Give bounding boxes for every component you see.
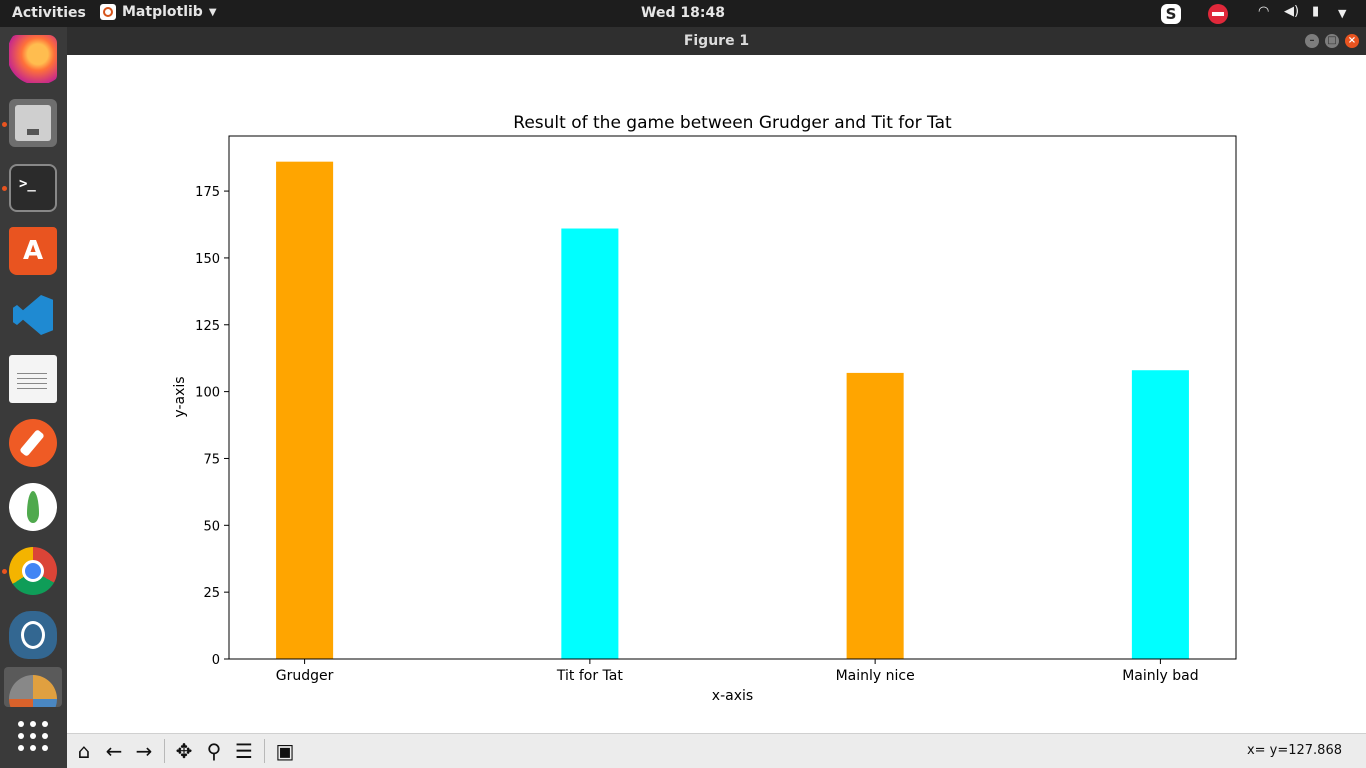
battery-icon[interactable]: ▮ xyxy=(1312,4,1320,19)
matplotlib-app-icon xyxy=(100,4,116,20)
pgadmin-icon[interactable] xyxy=(9,611,57,659)
files-icon[interactable] xyxy=(9,99,57,147)
y-tick-label: 175 xyxy=(195,185,220,200)
dock xyxy=(0,27,67,768)
x-tick-label: Mainly nice xyxy=(836,668,915,684)
axes-frame xyxy=(228,135,1237,660)
bar-grudger xyxy=(276,161,334,659)
show-applications-icon[interactable] xyxy=(17,720,49,752)
configure-subplots-icon[interactable]: ☰ xyxy=(235,739,253,763)
forward-icon[interactable]: → xyxy=(135,739,153,763)
x-axis-label: x-axis xyxy=(712,688,753,704)
minimize-icon[interactable]: – xyxy=(1305,34,1319,48)
bar-tit-for-tat xyxy=(561,228,619,659)
pan-icon[interactable]: ✥ xyxy=(175,739,193,763)
bar-chart[interactable]: 0 25 50 75 100 125 150 175 Grudger Tit for Tat Ma… xyxy=(67,55,1366,733)
bar-mainly-nice xyxy=(846,372,904,659)
title-bar[interactable]: Figure 1 – □ × xyxy=(67,27,1366,55)
y-tick-label: 50 xyxy=(203,519,220,534)
chevron-down-icon[interactable]: ▼ xyxy=(1338,7,1347,20)
mongodb-icon[interactable] xyxy=(9,483,57,531)
y-tick-label: 125 xyxy=(195,319,220,334)
matplotlib-dock-icon[interactable] xyxy=(4,667,62,707)
app-menu[interactable]: Matplotlib ▼ xyxy=(100,4,217,20)
vscode-icon[interactable] xyxy=(9,291,57,339)
activities-button[interactable]: Activities xyxy=(12,5,86,21)
toolbar-separator xyxy=(164,739,165,763)
wifi-icon[interactable]: ◠ xyxy=(1258,4,1270,19)
zoom-icon[interactable]: ⚲ xyxy=(206,739,222,763)
y-tick-label: 0 xyxy=(212,653,220,668)
skype-icon[interactable]: S xyxy=(1161,4,1181,24)
back-icon[interactable]: ← xyxy=(105,739,123,763)
chevron-down-icon: ▼ xyxy=(208,6,217,18)
window-title: Figure 1 xyxy=(683,33,750,49)
chrome-icon[interactable] xyxy=(9,547,57,595)
x-tick-label: Mainly bad xyxy=(1122,668,1198,684)
x-tick-label: Grudger xyxy=(276,668,334,684)
bar-mainly-bad xyxy=(1131,370,1189,659)
navigation-toolbar: ⌂ ← → ✥ ⚲ ☰ ▣ x= y=127.868 xyxy=(67,733,1366,768)
terminal-icon[interactable] xyxy=(9,164,57,212)
plot-canvas[interactable]: 0 25 50 75 100 125 150 175 Grudger Tit for Tat Ma… xyxy=(67,55,1366,733)
save-icon[interactable]: ▣ xyxy=(275,739,295,763)
chart-title: Result of the game between Grudger and T… xyxy=(513,113,952,133)
firefox-icon[interactable] xyxy=(9,35,57,83)
app-menu-label: Matplotlib xyxy=(122,4,203,20)
y-axis-label: y-axis xyxy=(172,376,188,417)
close-icon[interactable]: × xyxy=(1345,34,1359,48)
text-editor-icon[interactable] xyxy=(9,355,57,403)
maximize-icon[interactable]: □ xyxy=(1325,34,1339,48)
running-indicator xyxy=(2,122,7,127)
cursor-coordinates: x= y=127.868 xyxy=(1246,743,1342,758)
do-not-disturb-icon[interactable] xyxy=(1208,4,1228,24)
x-tick-label: Tit for Tat xyxy=(556,668,623,684)
y-tick-label: 100 xyxy=(195,386,220,401)
home-icon[interactable]: ⌂ xyxy=(77,739,91,763)
software-center-icon[interactable] xyxy=(9,227,57,275)
top-bar: Activities Matplotlib ▼ Wed 18:48 S ◠ ◀)… xyxy=(0,0,1366,27)
volume-icon[interactable]: ◀) xyxy=(1284,4,1300,19)
y-tick-label: 25 xyxy=(203,586,220,601)
figure-window: Figure 1 – □ × 0 25 50 75 100 125 150 175 Grudg… xyxy=(67,27,1366,768)
running-indicator xyxy=(2,569,7,574)
toolbar-separator xyxy=(264,739,265,763)
running-indicator xyxy=(2,186,7,191)
y-tick-label: 75 xyxy=(203,452,220,467)
y-tick-label: 150 xyxy=(195,252,220,267)
postman-icon[interactable] xyxy=(9,419,57,467)
